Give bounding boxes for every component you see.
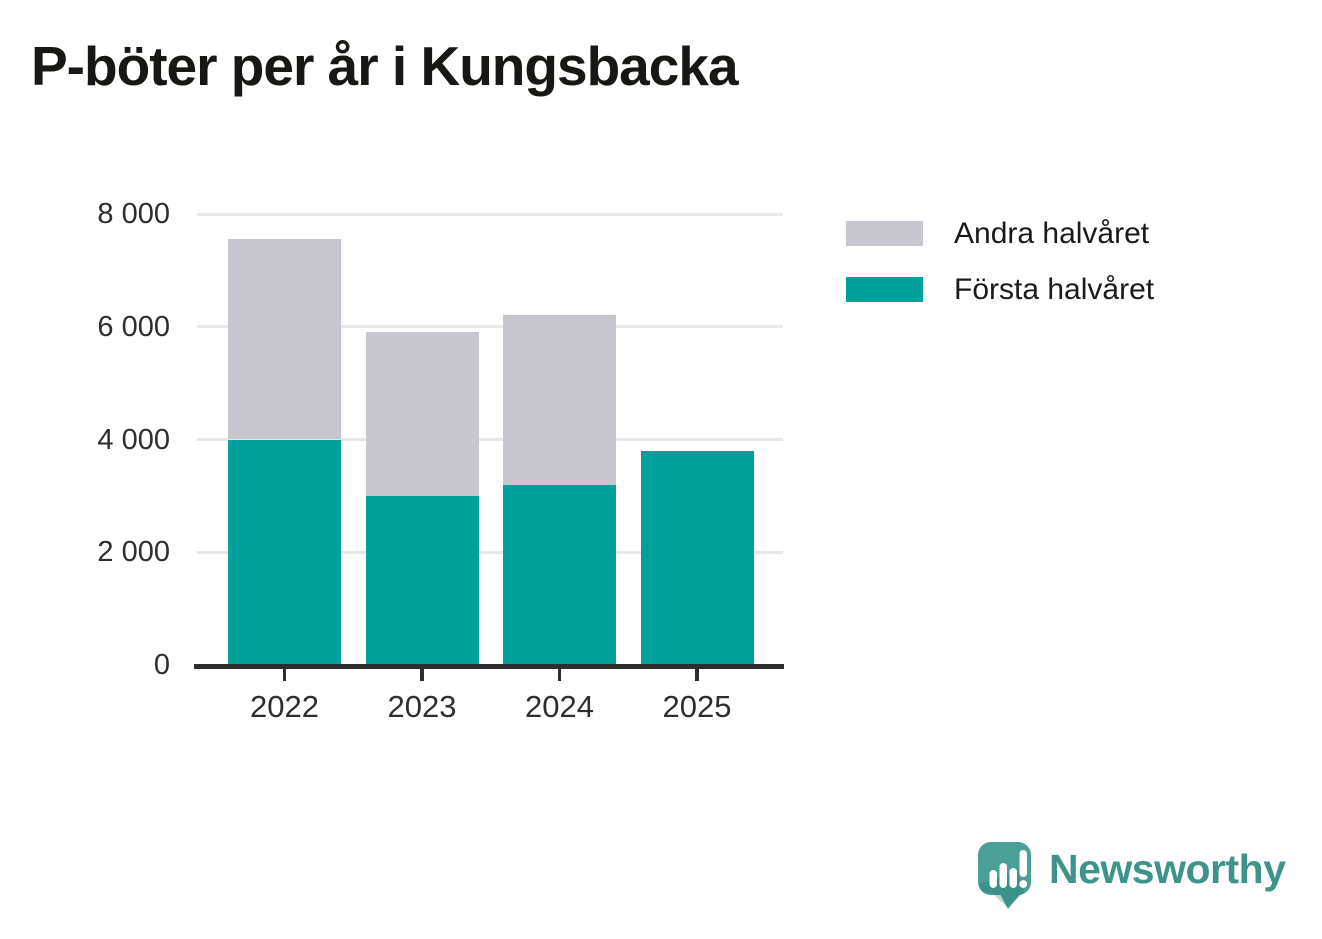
legend: Andra halvåret Första halvåret xyxy=(846,217,1155,306)
x-tick-label: 2024 xyxy=(525,689,594,724)
bar-segment-andra-halvaret xyxy=(503,315,616,485)
newsworthy-wordmark: Newsworthy xyxy=(1049,846,1286,892)
x-tick-label: 2023 xyxy=(387,689,457,724)
newsworthy-logo: Newsworthy xyxy=(977,841,1307,916)
y-tick-label: 6 000 xyxy=(97,310,170,343)
x-axis-line xyxy=(194,664,784,669)
legend-swatch-forsta-halvaret xyxy=(846,277,923,302)
x-tick xyxy=(557,668,562,681)
bar-segment-forsta-halvaret xyxy=(365,495,479,667)
x-tick-label: 2025 xyxy=(662,689,732,724)
y-tick-label: 0 xyxy=(153,649,170,681)
gridline xyxy=(197,325,783,329)
bar-segment-forsta-halvaret xyxy=(228,439,341,667)
newsworthy-bubble-chart-icon xyxy=(978,842,1031,909)
x-tick xyxy=(695,668,699,681)
gridline xyxy=(197,438,783,441)
legend-item-andra-halvaret: Andra halvåret xyxy=(846,217,1154,250)
x-tick-label: 2022 xyxy=(250,689,319,724)
legend-label-forsta-halvaret: Första halvåret xyxy=(954,273,1155,306)
x-tick xyxy=(420,668,424,681)
legend-swatch-andra-halvaret xyxy=(846,221,923,246)
y-tick-label: 2 000 xyxy=(97,536,170,569)
y-tick-label: 8 000 xyxy=(97,198,170,230)
bar-segment-andra-halvaret xyxy=(365,332,479,496)
bar-segment-andra-halvaret xyxy=(228,239,341,440)
x-tick xyxy=(282,668,287,681)
chart-title: P-böter per år i Kungsbacka xyxy=(31,35,739,97)
bar-segment-forsta-halvaret xyxy=(503,484,616,667)
gridline xyxy=(197,212,783,216)
legend-label-andra-halvaret: Andra halvåret xyxy=(954,217,1150,250)
gridline xyxy=(197,550,783,554)
bar-segment-forsta-halvaret xyxy=(640,450,754,667)
legend-item-forsta-halvaret: Första halvåret xyxy=(846,273,1155,306)
y-tick-label: 4 000 xyxy=(97,423,170,456)
